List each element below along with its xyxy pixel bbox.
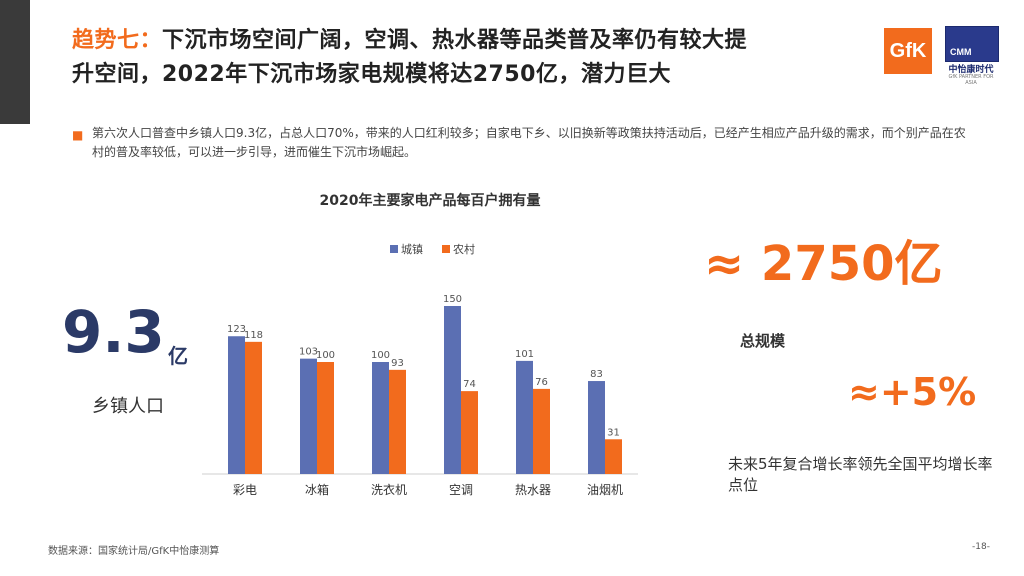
legend-label-rural: 农村 (453, 242, 475, 256)
title-line1: 下沉市场空间广阔，空调、热水器等品类普及率仍有较大提 (162, 28, 748, 53)
legend-label-urban: 城镇 (401, 242, 423, 256)
rural-population-unit: 亿 (168, 344, 188, 368)
data-source: 数据来源：国家统计局/GfK中怡康测算 (48, 546, 220, 557)
data-label: 31 (607, 427, 620, 438)
legend-swatch-rural (442, 245, 450, 253)
x-tick-label: 洗衣机 (371, 482, 407, 497)
chart-title: 2020年主要家电产品每百户拥有量 (319, 193, 541, 209)
data-label: 83 (590, 369, 603, 380)
market-scale-label: 总规模 (740, 332, 786, 350)
data-label: 93 (391, 358, 404, 369)
bar-urban (228, 336, 245, 474)
data-label: 100 (316, 350, 335, 361)
x-tick-label: 油烟机 (587, 483, 623, 497)
gfk-logo: GfK (884, 28, 932, 74)
data-label: 100 (371, 350, 390, 361)
bar-rural (605, 439, 622, 474)
growth-value: ≈+5% (848, 370, 977, 414)
data-label: 118 (244, 330, 263, 341)
bar-urban (516, 360, 533, 474)
bar-rural (389, 369, 406, 474)
cmm-logo-en: GfK PARTNER FOR ASIA (948, 74, 994, 86)
data-label: 74 (463, 379, 476, 390)
market-scale-value: ≈ 2750亿 (704, 236, 943, 292)
data-label: 103 (299, 347, 318, 358)
data-label: 101 (515, 349, 534, 360)
bar-urban (444, 306, 461, 474)
page-title: 趋势七：下沉市场空间广阔，空调、热水器等品类普及率仍有较大提 升空间，2022年… (72, 24, 872, 92)
data-label: 76 (535, 377, 548, 388)
bar-rural (317, 362, 334, 474)
bullet-icon: ■ (72, 128, 84, 142)
x-tick-label: 热水器 (515, 483, 551, 497)
bar-urban (372, 362, 389, 474)
growth-label: 未来5年复合增长率领先全国平均增长率点位 (728, 455, 993, 494)
bar-urban (588, 381, 605, 474)
title-line2: 升空间，2022年下沉市场家电规模将达2750亿，潜力巨大 (72, 62, 671, 87)
x-tick-label: 冰箱 (305, 482, 329, 497)
x-tick-label: 彩电 (233, 483, 257, 497)
description-text: 第六次人口普查中乡镇人口9.3亿，占总人口70%，带来的人口红利较多；自家电下乡… (92, 126, 966, 159)
gfk-logo-text: GfK (889, 39, 927, 62)
bar-urban (300, 358, 317, 474)
legend-swatch-urban (390, 245, 398, 253)
page-number: -18- (972, 542, 990, 552)
data-label: 150 (443, 294, 462, 305)
cmm-logo-cn: 中怡康时代 (948, 65, 994, 75)
cmm-logo: CMM 中怡康时代 GfK PARTNER FOR ASIA (942, 26, 1000, 86)
bar-rural (461, 391, 478, 474)
bar-rural (533, 388, 550, 474)
rural-population-value: 9.3 (62, 298, 165, 366)
left-accent-bar (0, 0, 30, 124)
x-tick-label: 空调 (449, 483, 473, 497)
bar-rural (245, 341, 262, 474)
cmm-logo-mark: CMM (945, 26, 999, 62)
data-label: 123 (227, 324, 246, 335)
bar-chart: 城镇 农村123118彩电103100冰箱10093洗衣机15074空调10176… (202, 242, 638, 497)
cmm-logo-abbr: CMM (950, 47, 972, 57)
title-prefix: 趋势七： (72, 28, 163, 53)
rural-population-label: 乡镇人口 (92, 396, 164, 417)
